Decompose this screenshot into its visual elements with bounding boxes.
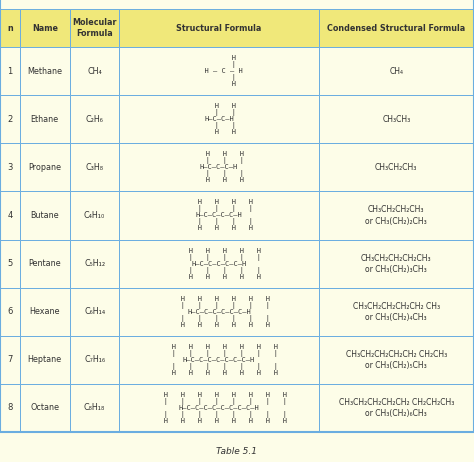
Text: H   H   H   H   H   H
   |   |   |   |   |   |
H–C–C–C–C–C–C–H
   |   |   |   | : H H H H H H | | | | | | H–C–C–C–C–C–C–H … [168, 296, 270, 328]
Bar [0, 191, 20, 239]
Bar [70, 143, 119, 191]
Text: H   H   H   H   H   H   H   H
   |   |   |   |   |   |   |   |
H–C–C–C–C–C–C–C–C: H H H H H H H H | | | | | | | | H–C–C–C–… [151, 392, 287, 424]
Text: C₂H₆: C₂H₆ [86, 115, 103, 124]
Bar [319, 191, 474, 239]
Bar [70, 9, 119, 47]
Bar [0, 239, 20, 288]
Bar [20, 47, 70, 95]
Bar [70, 384, 119, 432]
Text: Condensed Structural Formula: Condensed Structural Formula [327, 24, 465, 33]
Text: H
       |
  H – C – H
       |
       H: H | H – C – H | H [196, 55, 242, 87]
Bar [20, 384, 70, 432]
Bar [20, 9, 70, 47]
Bar [119, 47, 319, 95]
Text: 2: 2 [7, 115, 13, 124]
Text: CH₃CH₂CH₂CH₂CH₂ CH₃
or CH₃(CH₂)₄CH₃: CH₃CH₂CH₂CH₂CH₂ CH₃ or CH₃(CH₂)₄CH₃ [353, 302, 440, 322]
Text: H   H   H
   |   |   |
H–C–C–C–H
   |   |   |
   H   H   H: H H H | | | H–C–C–C–H | | | H H H [193, 152, 245, 183]
Bar [319, 95, 474, 143]
Bar [70, 191, 119, 239]
Bar [0, 336, 20, 384]
Bar [20, 191, 70, 239]
Bar [20, 288, 70, 336]
Text: 4: 4 [7, 211, 13, 220]
Text: Molecular
Formula: Molecular Formula [73, 18, 117, 38]
Bar [0, 288, 20, 336]
Bar [0, 95, 20, 143]
Bar [20, 336, 70, 384]
Text: CH₃CH₃: CH₃CH₃ [382, 115, 410, 124]
Text: C₅H₁₂: C₅H₁₂ [84, 259, 105, 268]
Bar [119, 143, 319, 191]
Text: 3: 3 [7, 163, 13, 172]
Text: CH₃CH₂CH₂CH₂CH₂ CH₂CH₂CH₃
or CH₃(CH₂)₆CH₃: CH₃CH₂CH₂CH₂CH₂ CH₂CH₂CH₃ or CH₃(CH₂)₆CH… [338, 398, 454, 418]
Text: CH₃CH₂CH₂CH₂CH₂ CH₂CH₃
or CH₃(CH₂)₅CH₃: CH₃CH₂CH₂CH₂CH₂ CH₂CH₃ or CH₃(CH₂)₅CH₃ [346, 350, 447, 370]
Bar [319, 288, 474, 336]
Text: Heptane: Heptane [28, 355, 62, 365]
Text: C₃H₈: C₃H₈ [86, 163, 103, 172]
Bar [0, 47, 20, 95]
Bar [319, 143, 474, 191]
Text: Hexane: Hexane [29, 307, 60, 316]
Text: Methane: Methane [27, 67, 62, 76]
Text: Propane: Propane [28, 163, 61, 172]
Text: Table 5.1: Table 5.1 [217, 448, 257, 456]
Text: Name: Name [32, 24, 58, 33]
Bar [119, 239, 319, 288]
Text: H   H   H   H   H   H   H
   |   |   |   |   |   |   |
H–C–C–C–C–C–C–C–H
   |   : H H H H H H H | | | | | | | H–C–C–C–C–C–… [159, 344, 279, 376]
Text: 8: 8 [7, 403, 13, 413]
Bar [0, 143, 20, 191]
Bar [70, 336, 119, 384]
Bar [319, 9, 474, 47]
Bar [119, 288, 319, 336]
Text: Ethane: Ethane [31, 115, 59, 124]
Bar [119, 191, 319, 239]
Text: 7: 7 [7, 355, 13, 365]
Bar [0, 384, 20, 432]
Text: C₇H₁₆: C₇H₁₆ [84, 355, 105, 365]
Text: 6: 6 [7, 307, 13, 316]
Bar [119, 336, 319, 384]
Bar [70, 239, 119, 288]
Bar [319, 239, 474, 288]
Text: Butane: Butane [30, 211, 59, 220]
Bar [119, 95, 319, 143]
Bar [119, 9, 319, 47]
Bar [319, 336, 474, 384]
Bar [319, 47, 474, 95]
Bar [0, 9, 20, 47]
Text: C₄H₁₀: C₄H₁₀ [84, 211, 105, 220]
Text: H   H   H   H   H
   |   |   |   |   |
H–C–C–C–C–C–H
   |   |   |   |   |
   H  : H H H H H | | | | | H–C–C–C–C–C–H | | | … [176, 248, 262, 280]
Bar [70, 288, 119, 336]
Bar [70, 95, 119, 143]
Bar [119, 384, 319, 432]
Bar [319, 384, 474, 432]
Text: CH₃CH₂CH₂CH₃
or CH₃(CH₂)₂CH₃: CH₃CH₂CH₂CH₃ or CH₃(CH₂)₂CH₃ [365, 206, 427, 225]
Text: n: n [7, 24, 13, 33]
Bar [20, 143, 70, 191]
Text: Octane: Octane [30, 403, 59, 413]
Bar [20, 95, 70, 143]
Text: CH₃CH₂CH₂CH₂CH₃
or CH₃(CH₂)₃CH₃: CH₃CH₂CH₂CH₂CH₃ or CH₃(CH₂)₃CH₃ [361, 254, 431, 274]
Text: CH₄: CH₄ [389, 67, 403, 76]
Text: H   H
   |   |
H–C–C–H
   |   |
   H   H: H H | | H–C–C–H | | H H [202, 103, 236, 135]
Bar [70, 47, 119, 95]
Text: H   H   H   H
   |   |   |   |
H–C–C–C–C–H
   |   |   |   |
   H   H   H   H: H H H H | | | | H–C–C–C–C–H | | | | H H … [185, 200, 253, 231]
Text: CH₃CH₂CH₃: CH₃CH₂CH₃ [375, 163, 418, 172]
Text: C₆H₁₄: C₆H₁₄ [84, 307, 105, 316]
Text: C₈H₁₈: C₈H₁₈ [84, 403, 105, 413]
Text: 5: 5 [7, 259, 13, 268]
Text: Structural Formula: Structural Formula [176, 24, 262, 33]
Text: CH₄: CH₄ [87, 67, 102, 76]
Text: Pentane: Pentane [28, 259, 61, 268]
Bar [20, 239, 70, 288]
Text: 1: 1 [7, 67, 13, 76]
